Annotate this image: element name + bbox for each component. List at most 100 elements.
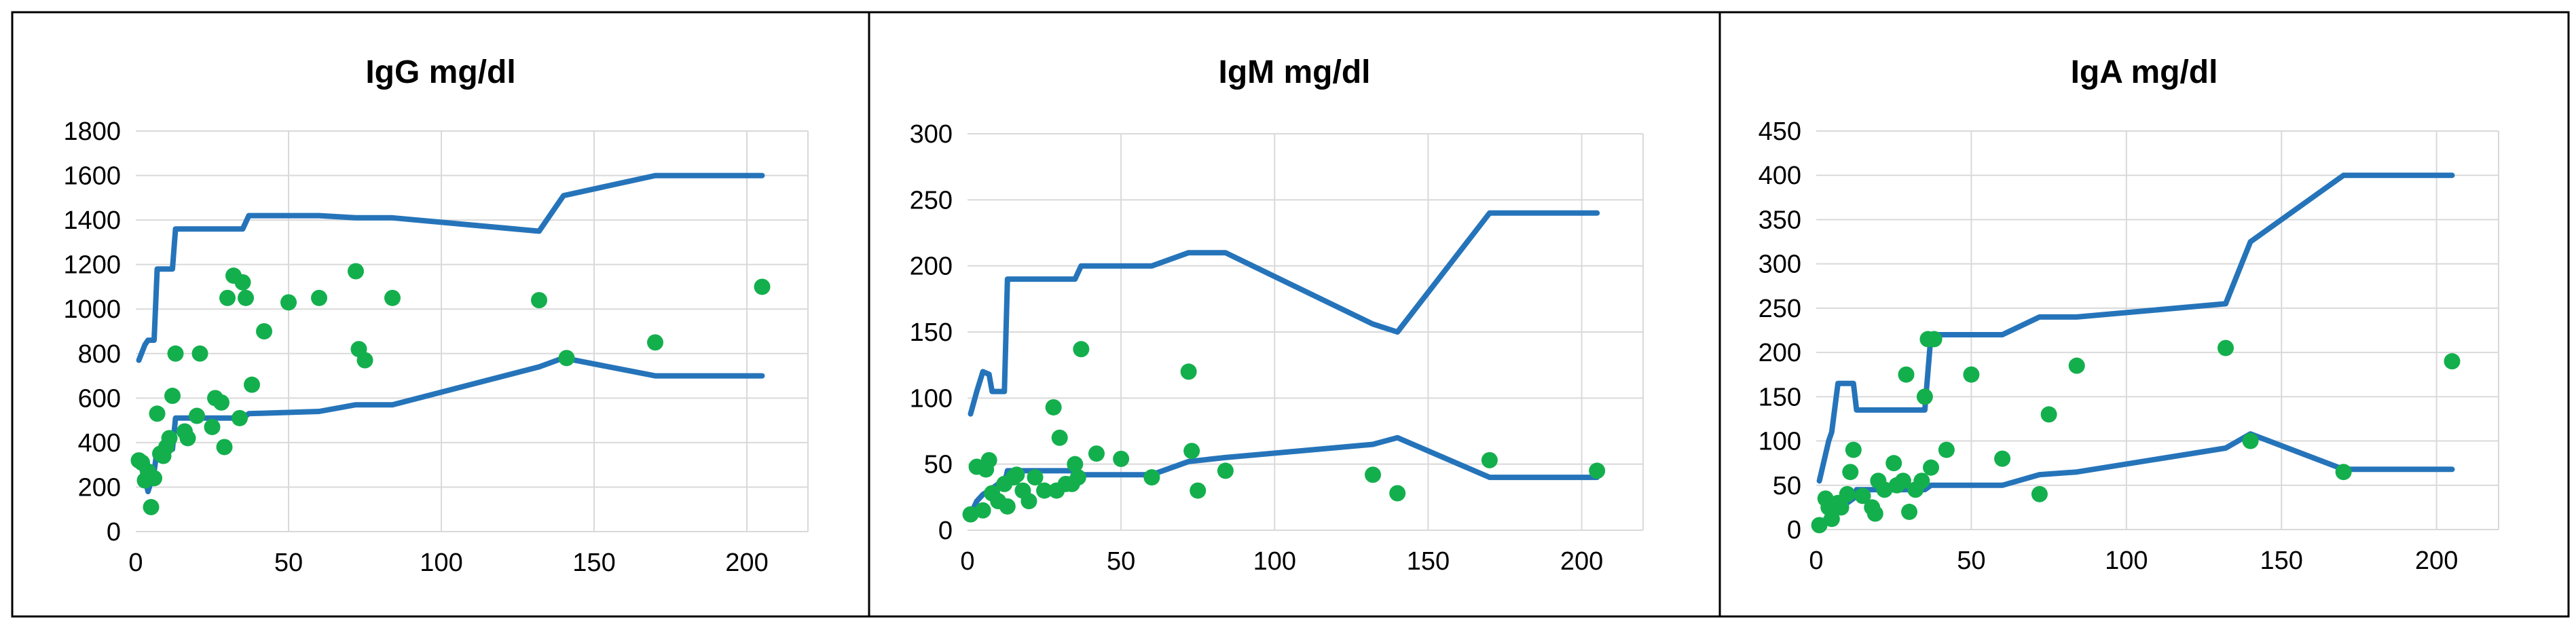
data-points	[1811, 331, 2461, 534]
data-point	[1067, 456, 1084, 473]
y-tick-label: 150	[1759, 383, 1801, 411]
data-point	[531, 292, 547, 309]
data-point	[1481, 451, 1498, 468]
data-point	[244, 376, 260, 393]
y-tick-label: 1200	[63, 251, 121, 280]
data-point	[647, 334, 663, 351]
data-point	[980, 451, 997, 468]
data-point	[1866, 505, 1883, 522]
y-axis: 0 50 100 150 200 250 300	[910, 120, 953, 545]
y-tick-label: 1800	[63, 117, 121, 146]
data-point	[1923, 459, 1940, 476]
reference-line-lower	[136, 355, 765, 494]
y-tick-label: 50	[1773, 472, 1801, 500]
y-tick-label: 100	[910, 384, 953, 413]
x-tick-label: 200	[725, 549, 768, 577]
data-point	[1823, 511, 1840, 528]
data-points	[962, 341, 1606, 523]
data-point	[754, 278, 771, 295]
chart-title: IgG mg/dl	[365, 54, 515, 90]
data-point	[179, 430, 196, 447]
data-point	[2444, 353, 2461, 370]
data-point	[219, 289, 236, 306]
gridlines	[136, 130, 809, 532]
y-tick-label: 50	[924, 451, 953, 479]
data-point	[280, 294, 297, 311]
data-point	[143, 498, 160, 515]
data-point	[232, 409, 248, 426]
y-axis: 0 200 400 600 800 1000 1200 1400 1600 1800	[63, 117, 121, 547]
data-point	[1876, 481, 1893, 498]
chart-title: IgM mg/dl	[1219, 54, 1371, 90]
y-tick-label: 300	[910, 120, 953, 149]
data-point	[1916, 388, 1933, 405]
y-tick-label: 1000	[63, 295, 121, 324]
reference-line-upper	[1816, 172, 2455, 484]
data-point	[216, 439, 233, 456]
data-point	[1885, 455, 1902, 472]
data-point	[1901, 503, 1918, 520]
data-point	[311, 289, 327, 306]
data-point	[256, 323, 272, 339]
data-points	[130, 263, 771, 515]
y-tick-label: 350	[1759, 206, 1801, 234]
x-tick-label: 0	[960, 547, 974, 576]
x-axis: 0 50 100 150 200	[1809, 547, 2458, 575]
data-point	[1389, 485, 1406, 502]
data-point	[1854, 487, 1871, 504]
y-tick-label: 250	[1759, 295, 1801, 323]
data-point	[1589, 462, 1606, 479]
data-point	[1898, 366, 1915, 383]
x-axis: 0 50 100 150 200	[960, 547, 1603, 576]
x-tick-label: 0	[1809, 547, 1823, 575]
data-point	[348, 263, 364, 280]
data-point	[1051, 429, 1068, 446]
data-point	[167, 345, 184, 362]
x-tick-label: 0	[128, 549, 143, 577]
y-tick-label: 200	[910, 253, 953, 281]
data-point	[164, 388, 181, 405]
data-point	[1217, 462, 1234, 479]
data-point	[1069, 469, 1086, 486]
data-point	[558, 350, 575, 367]
y-tick-label: 400	[78, 429, 121, 458]
y-tick-label: 1400	[63, 206, 121, 235]
y-tick-label: 800	[78, 340, 121, 369]
data-point	[1811, 517, 1828, 534]
data-point	[384, 289, 401, 306]
data-point	[161, 430, 178, 447]
data-point	[189, 407, 205, 424]
data-point	[1365, 466, 1381, 483]
chart-panel-2: IgM mg/dl 0 50 100 150 200 250 300 0 50 100 150 200	[868, 11, 1721, 618]
y-tick-label: 200	[1759, 339, 1801, 367]
y-tick-label: 0	[938, 517, 953, 545]
data-point	[238, 289, 254, 306]
data-point	[149, 405, 166, 422]
y-axis: 0 50 100 150 200 250 300 350 400 450	[1759, 117, 1801, 544]
chart-panel-3: IgA mg/dl 0 50 100 150 200 250 300 350 400 450 0 50 1…	[1718, 11, 2570, 618]
data-point	[1994, 450, 2011, 467]
panel-frame	[868, 11, 1721, 618]
x-axis: 0 50 100 150 200	[128, 549, 768, 577]
data-point	[213, 394, 229, 411]
panel-frame	[1718, 11, 2570, 618]
data-point	[1833, 499, 1850, 516]
data-point	[2218, 339, 2234, 356]
data-point	[1036, 482, 1053, 499]
data-point	[2335, 464, 2352, 481]
data-point	[1020, 493, 1037, 510]
data-point	[1183, 443, 1200, 460]
x-tick-label: 150	[2260, 547, 2303, 575]
data-point	[974, 502, 991, 519]
x-tick-label: 50	[274, 549, 303, 577]
data-point	[1839, 485, 1856, 502]
data-point	[1938, 441, 1955, 458]
data-point	[962, 506, 979, 523]
reference-line-upper	[136, 172, 765, 363]
data-point	[1180, 363, 1197, 380]
data-point	[1143, 469, 1160, 486]
x-tick-label: 200	[2415, 547, 2458, 575]
chart-panel-1: IgG mg/dl0200400600800100012001400160018…	[11, 11, 870, 618]
y-tick-label: 200	[78, 473, 121, 502]
data-point	[234, 274, 251, 291]
